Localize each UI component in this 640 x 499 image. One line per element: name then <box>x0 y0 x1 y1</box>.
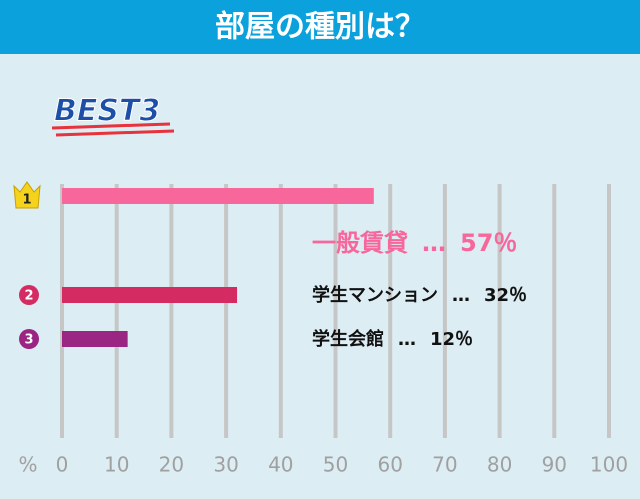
x-tick-label: 60 <box>377 453 402 477</box>
rank-circle <box>19 285 39 305</box>
x-tick-label: 10 <box>104 453 129 477</box>
separator: … <box>422 229 446 257</box>
separator: … <box>398 329 416 350</box>
rank: 1 <box>22 193 31 208</box>
badge: BEST3 <box>54 94 160 129</box>
badge-underline <box>51 122 175 137</box>
x-tick-label: 20 <box>159 453 184 477</box>
rank-crown <box>13 181 41 209</box>
x-tick-label: 50 <box>323 453 348 477</box>
x-tick-label: 0 <box>56 453 69 477</box>
bar <box>62 331 128 347</box>
value-label: 32％ <box>484 285 527 306</box>
chart-title: 部屋の種別は？ <box>215 10 425 45</box>
category-label: 一般賃貸 <box>312 229 408 257</box>
separator: … <box>452 285 470 306</box>
data-label: 学生マンション … 32％ <box>312 284 527 306</box>
x-tick-label: 30 <box>213 453 238 477</box>
bar <box>62 188 374 204</box>
x-tick-label: 80 <box>487 453 512 477</box>
x-tick-label: 70 <box>432 453 457 477</box>
header-band <box>0 0 640 54</box>
x-tick-label: 90 <box>542 453 567 477</box>
rank: 3 <box>24 333 33 348</box>
data-label: 学生会館 … 12％ <box>312 328 473 350</box>
value-label: 57％ <box>460 229 517 257</box>
category-label: 学生マンション <box>312 284 438 306</box>
x-tick-label: 40 <box>268 453 293 477</box>
rank-circle <box>19 329 39 349</box>
x-unit: % <box>18 453 37 477</box>
value-label: 12％ <box>430 329 473 350</box>
x-tick-label: 100 <box>590 453 628 477</box>
bar <box>62 287 238 303</box>
rank: 2 <box>24 289 33 304</box>
data-label: 一般賃貸 … 57％ <box>312 229 517 257</box>
category-label: 学生会館 <box>312 328 384 350</box>
